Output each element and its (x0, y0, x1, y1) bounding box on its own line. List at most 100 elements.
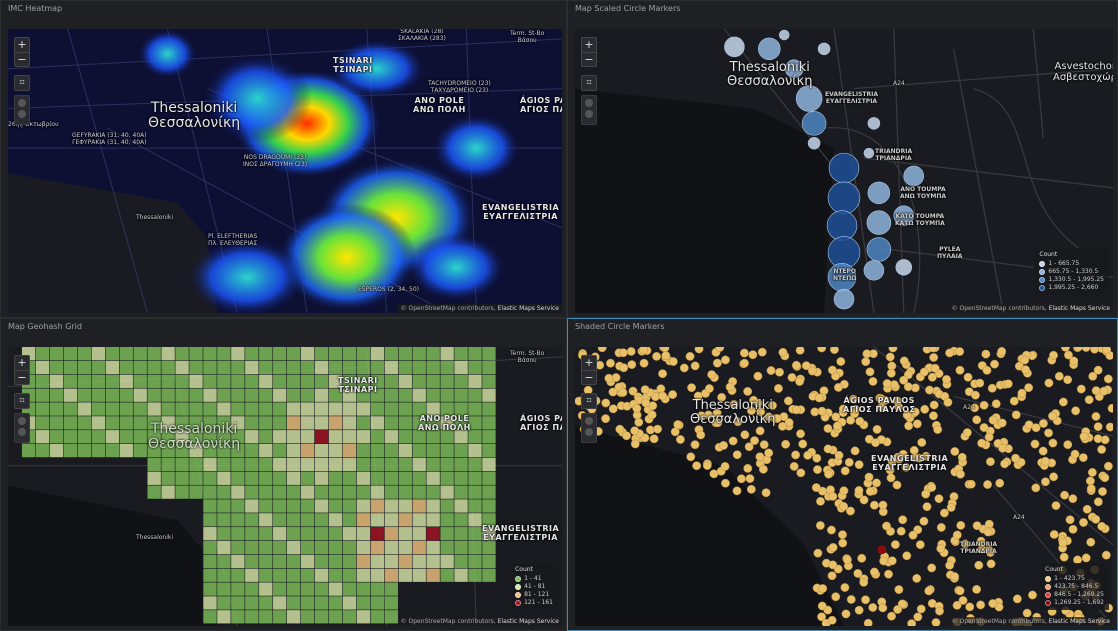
heatmap-map[interactable]: + − ⌗ Thessaloniki Θεσσαλονίκη TSINARI ΤΣΙ… (8, 29, 562, 313)
count-marker (795, 85, 823, 112)
geohash-cell (300, 513, 315, 527)
zoom-in-button[interactable]: + (584, 356, 594, 369)
geohash-cell (245, 527, 259, 541)
map-tools-group[interactable] (581, 413, 597, 443)
district-label: TRIANDRIA ΤΡΙΑΝΔΡΙΑ (960, 541, 998, 555)
count-marker (990, 359, 999, 369)
count-marker (840, 466, 850, 476)
zoom-in-button[interactable]: + (584, 38, 594, 51)
scaled-circles-map[interactable]: + − ⌗ Thessaloniki Θεσσαλονίκη Asvestocho… (575, 29, 1113, 313)
zoom-out-button[interactable]: − (582, 52, 596, 66)
draw-tool-button[interactable]: ⌗ (581, 393, 597, 409)
geohash-cell (370, 430, 385, 444)
geohash-cell (286, 402, 301, 416)
count-marker (1087, 468, 1097, 477)
geohash-cell (342, 540, 357, 555)
geohash-cell (468, 402, 482, 416)
geohash-cell (133, 443, 147, 458)
geohash-cell (259, 416, 273, 430)
geohash-cell (370, 554, 385, 569)
geohash-cell (231, 471, 245, 485)
count-marker (1031, 483, 1041, 493)
count-marker (902, 410, 912, 420)
count-marker (877, 545, 887, 555)
geohash-cell (175, 430, 189, 444)
count-marker (859, 577, 869, 587)
count-marker (736, 474, 746, 484)
geohash-cell (482, 527, 496, 541)
geohash-cell (77, 388, 92, 402)
count-marker (851, 404, 860, 414)
geohash-cell (412, 360, 426, 375)
map-tools-group[interactable] (14, 413, 30, 443)
geohash-cell (328, 554, 343, 569)
legend-swatch (1039, 284, 1046, 291)
count-marker (824, 469, 833, 479)
count-marker (1086, 484, 1096, 494)
count-marker (839, 486, 849, 496)
geohash-cell (398, 374, 412, 388)
geohash-cell (203, 513, 217, 527)
geohash-map[interactable]: + − ⌗ Thessaloniki Θεσσαλονίκη TSINARI ΤΣΙ… (8, 347, 562, 626)
geohash-cell (273, 582, 287, 596)
geohash-cell (161, 471, 175, 485)
map-tools-group[interactable] (14, 95, 30, 125)
geohash-cell (482, 568, 496, 582)
geohash-cell (77, 347, 92, 361)
count-marker (1097, 445, 1107, 454)
draw-tool-button[interactable]: ⌗ (581, 75, 597, 91)
count-marker (823, 424, 833, 433)
geohash-cell (370, 457, 385, 472)
geohash-cell (314, 443, 329, 458)
geohash-cell (259, 388, 273, 402)
geohash-cell (454, 360, 468, 375)
geohash-cell (217, 513, 231, 527)
zoom-out-button[interactable]: − (582, 370, 596, 384)
count-marker (970, 403, 980, 413)
geohash-cell (314, 540, 329, 555)
map-tools-group[interactable] (581, 95, 597, 125)
count-marker (757, 347, 767, 357)
draw-tool-button[interactable]: ⌗ (14, 75, 30, 91)
count-marker (876, 394, 886, 404)
count-marker (675, 435, 685, 444)
zoom-in-button[interactable]: + (17, 356, 27, 369)
geohash-cell (356, 540, 371, 555)
geohash-cell (203, 582, 217, 596)
draw-tool-button[interactable]: ⌗ (14, 393, 30, 409)
geohash-cell (231, 416, 245, 430)
count-marker (898, 515, 908, 525)
geohash-cell (273, 596, 287, 610)
count-marker (630, 439, 640, 449)
count-marker (791, 450, 801, 460)
map-attribution: © OpenStreetMap contributors, Elastic Ma… (397, 304, 562, 313)
tool-icon (18, 428, 26, 436)
geohash-cell (91, 402, 106, 416)
shaded-circles-map[interactable]: + − ⌗ Thessaloniki Θεσσαλονίκη ÁGIOS PAVL… (575, 347, 1113, 626)
geohash-cell (217, 540, 231, 555)
count-marker (634, 417, 644, 427)
count-marker (720, 462, 730, 471)
count-marker (848, 394, 858, 404)
zoom-out-button[interactable]: − (15, 52, 29, 66)
geohash-cell (328, 402, 343, 416)
count-marker (930, 363, 940, 373)
geohash-cell (440, 540, 454, 555)
geohash-cell (384, 388, 398, 402)
count-marker (661, 351, 671, 361)
count-marker (690, 440, 700, 450)
geohash-cell (203, 402, 217, 416)
count-marker (955, 365, 965, 375)
geohash-cell (273, 610, 287, 624)
count-marker (713, 418, 723, 428)
geohash-cell (468, 471, 482, 485)
zoom-out-button[interactable]: − (15, 370, 29, 384)
geohash-cell (384, 582, 398, 596)
count-marker (815, 521, 825, 530)
count-marker (998, 443, 1008, 453)
district-label: ANO POLE ΑΝΩ ΠΟΛΗ (413, 96, 466, 114)
count-marker (1038, 446, 1048, 456)
zoom-in-button[interactable]: + (17, 38, 27, 51)
geohash-cell (286, 416, 301, 430)
geohash-cell (356, 527, 371, 541)
